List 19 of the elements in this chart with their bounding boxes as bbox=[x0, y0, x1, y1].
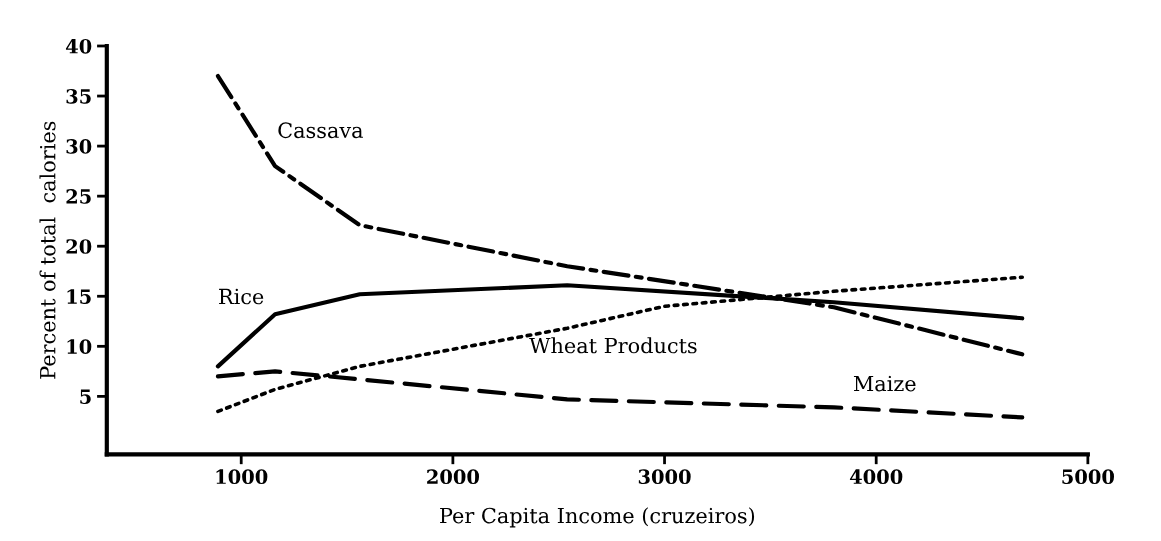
y-tick-label: 35 bbox=[66, 89, 91, 104]
y-axis-title: Percent of total calories bbox=[39, 121, 56, 379]
y-tick-label: 15 bbox=[67, 289, 91, 304]
x-tick-label: 2000 bbox=[427, 469, 480, 485]
x-tick-label: 4000 bbox=[849, 469, 903, 485]
y-tick-label: 25 bbox=[66, 189, 91, 204]
y-tick-label: 5 bbox=[80, 389, 91, 405]
y-tick-label: 10 bbox=[67, 339, 92, 354]
series-label: Cassava bbox=[278, 122, 363, 139]
series-label: Maize bbox=[853, 375, 916, 392]
x-tick-label: 3000 bbox=[638, 469, 691, 485]
y-tick-label: 30 bbox=[66, 139, 92, 154]
series-label: Wheat Products bbox=[529, 337, 697, 354]
x-tick-label: 1000 bbox=[216, 469, 268, 485]
y-tick-label: 40 bbox=[65, 38, 92, 54]
y-tick-label: 20 bbox=[66, 239, 92, 254]
x-axis-title: Per Capita Income (cruzeiros) bbox=[440, 507, 755, 528]
x-tick-label: 5000 bbox=[1062, 469, 1114, 485]
series-label: Rice bbox=[219, 288, 264, 305]
